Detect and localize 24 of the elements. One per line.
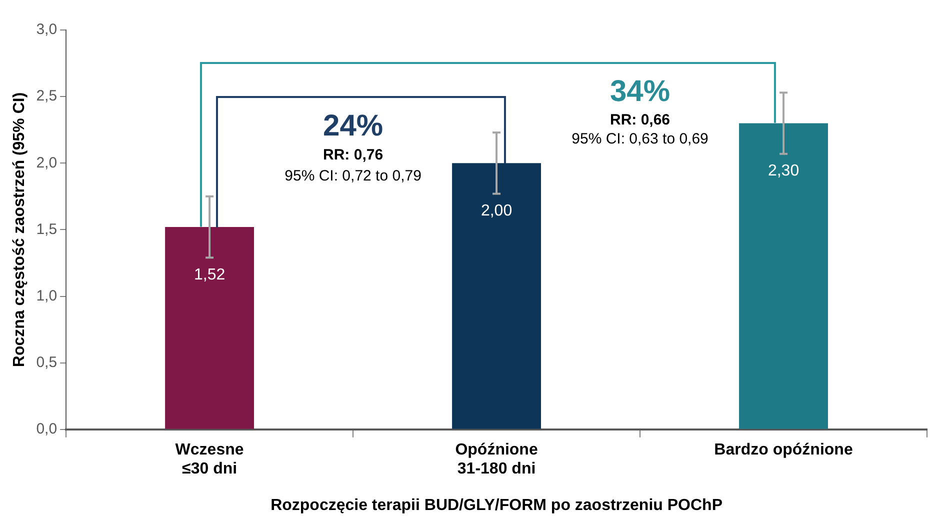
bar xyxy=(165,227,254,429)
bar xyxy=(739,123,828,429)
x-axis-title: Rozpoczęcie terapii BUD/GLY/FORM po zaostrzeniu POChP xyxy=(270,496,723,514)
annotation: 34% xyxy=(610,74,670,108)
x-tick-label: Wczesne ≤30 dni xyxy=(175,441,244,478)
data-label: 2,30 xyxy=(768,162,800,180)
y-tick-label: 1,0 xyxy=(36,287,58,304)
y-tick-label: 3,0 xyxy=(36,21,58,38)
y-tick-label: 0,0 xyxy=(36,420,58,438)
y-tick-label: 1,5 xyxy=(36,220,58,238)
bar xyxy=(452,163,542,429)
x-tick-label: Bardzo opóźnione xyxy=(714,441,853,458)
data-label: 1,52 xyxy=(194,266,226,284)
x-tick-label: Opóźnione 31-180 dni xyxy=(455,441,538,478)
annotation: 95% CI: 0,72 to 0,79 xyxy=(284,168,422,185)
data-label: 2,00 xyxy=(480,202,512,220)
y-tick-label: 0,5 xyxy=(36,354,58,371)
y-axis-title: Roczna częstość zaostrzeń (95% CI) xyxy=(11,92,28,368)
annotation: RR: 0,66 xyxy=(610,112,670,129)
y-tick-label: 2,0 xyxy=(36,154,58,172)
y-tick-label: 2,5 xyxy=(36,88,58,105)
annotation: RR: 0,76 xyxy=(323,146,384,164)
annotation: 95% CI: 0,63 to 0,69 xyxy=(572,130,708,148)
annotation: 24% xyxy=(323,109,384,142)
